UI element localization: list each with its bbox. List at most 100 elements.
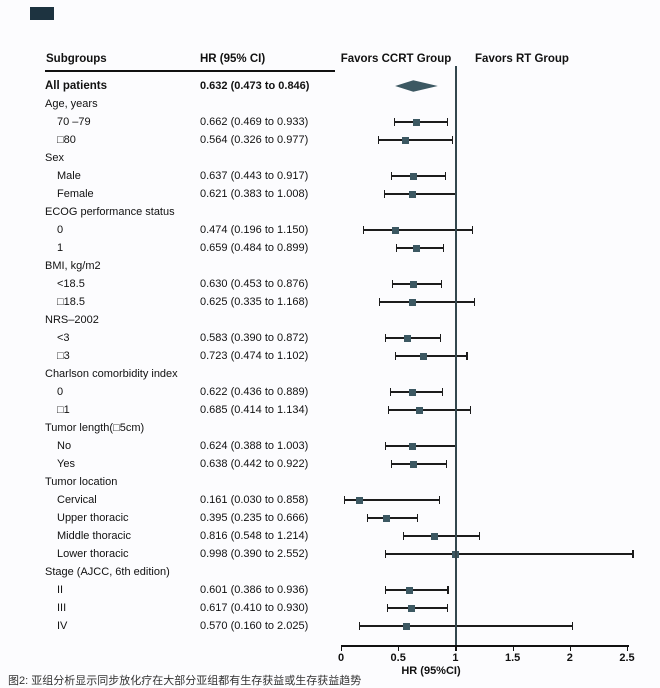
ci-endcap — [394, 118, 396, 126]
ci-endcap — [395, 244, 397, 252]
forest-row: Lower thoracic 0.998 (0.390 to 2.552) — [0, 545, 660, 563]
x-axis-tick — [341, 646, 343, 651]
ci-endcap — [632, 550, 634, 558]
forest-row: □3 0.723 (0.474 to 1.102) — [0, 347, 660, 365]
hr-ci-text: 0.659 (0.484 to 0.899) — [200, 242, 309, 254]
subgroup-label: ECOG performance status — [45, 206, 175, 218]
ci-plot — [341, 455, 660, 473]
forest-row: All patients 0.632 (0.473 to 0.846) — [0, 77, 660, 95]
subgroup-label: Male — [57, 170, 81, 182]
subgroup-label: Charlson comorbidity index — [45, 368, 178, 380]
subgroup-label: Sex — [45, 152, 64, 164]
x-axis-tick-label: 0.5 — [390, 652, 406, 664]
ci-endcap — [390, 388, 392, 396]
ci-endcap — [391, 172, 393, 180]
hr-point-marker — [413, 118, 421, 126]
forest-row: 0 0.474 (0.196 to 1.150) — [0, 221, 660, 239]
favors-rt-label: Favors RT Group — [475, 53, 569, 65]
ci-endcap — [403, 532, 405, 540]
ci-line — [387, 607, 448, 609]
forest-row: IV 0.570 (0.160 to 2.025) — [0, 617, 660, 635]
x-axis-tick — [455, 646, 457, 651]
ci-plot — [341, 131, 660, 149]
subgroup-label: Female — [57, 188, 94, 200]
subgroup-label: Tumor location — [45, 476, 118, 488]
ci-plot — [341, 293, 660, 311]
forest-row: NRS–2002 — [0, 311, 660, 329]
subgroup-label: IV — [57, 620, 68, 632]
ci-endcap — [442, 388, 444, 396]
forest-row: Age, years — [0, 95, 660, 113]
ci-endcap — [445, 172, 447, 180]
ci-line — [392, 283, 442, 285]
ci-plot — [341, 617, 660, 635]
subgroup-label: BMI, kg/m2 — [45, 260, 101, 272]
forest-row: Sex — [0, 149, 660, 167]
forest-row: <18.5 0.630 (0.453 to 0.876) — [0, 275, 660, 293]
forest-row: Yes 0.638 (0.442 to 0.922) — [0, 455, 660, 473]
ci-line — [363, 229, 473, 231]
ci-endcap — [471, 226, 474, 234]
hr-point-marker — [408, 442, 416, 450]
ci-endcap — [572, 622, 574, 630]
subgroup-label: 0 — [57, 224, 64, 236]
x-axis-title: HR (95%CI) — [401, 665, 461, 677]
hr-ci-text: 0.637 (0.443 to 0.917) — [200, 170, 309, 182]
hr-point-marker — [420, 352, 428, 360]
x-axis-tick — [569, 646, 571, 651]
ci-plot — [341, 185, 660, 203]
ci-plot — [341, 113, 660, 131]
subgroup-label: □80 — [57, 134, 76, 146]
forest-rows: All patients 0.632 (0.473 to 0.846) Age, y… — [0, 77, 660, 635]
ci-endcap — [384, 586, 386, 594]
hr-point-marker — [410, 460, 418, 468]
subgroup-label: Lower thoracic — [57, 548, 129, 560]
ci-endcap — [387, 604, 389, 612]
subgroup-label: Yes — [57, 458, 75, 470]
ci-line — [394, 121, 448, 123]
header-underline — [45, 70, 335, 72]
ci-line — [367, 517, 418, 519]
ci-endcap — [377, 136, 379, 144]
ci-endcap — [447, 118, 449, 126]
ci-plot — [341, 77, 660, 95]
ci-plot — [341, 545, 660, 563]
hr-ci-text: 0.583 (0.390 to 0.872) — [200, 332, 309, 344]
subgroup-label: Cervical — [57, 494, 97, 506]
ci-plot — [341, 599, 660, 617]
ci-plot — [341, 491, 660, 509]
subgroup-label: NRS–2002 — [45, 314, 99, 326]
hr-ci-text: 0.617 (0.410 to 0.930) — [200, 602, 309, 614]
hr-point-marker — [409, 280, 417, 288]
x-axis-tick-label: 1 — [452, 652, 459, 664]
subgroup-label: Middle thoracic — [57, 530, 131, 542]
hr-ci-text: 0.621 (0.383 to 1.008) — [200, 188, 309, 200]
forest-row: □80 0.564 (0.326 to 0.977) — [0, 131, 660, 149]
ci-endcap — [367, 514, 369, 522]
ci-line — [384, 193, 457, 195]
ci-plot — [341, 581, 660, 599]
hr-point-marker — [402, 622, 410, 630]
ci-plot — [341, 149, 660, 167]
ci-line — [390, 391, 443, 393]
column-header-hr-ci: HR (95% CI) — [200, 53, 266, 65]
subgroup-label: □3 — [57, 350, 70, 362]
ci-endcap — [416, 514, 418, 522]
ci-line — [379, 301, 475, 303]
ci-plot — [341, 239, 660, 257]
forest-row: 1 0.659 (0.484 to 0.899) — [0, 239, 660, 257]
ci-endcap — [440, 280, 442, 288]
x-axis-tick — [512, 646, 514, 651]
hr-ci-text: 0.816 (0.548 to 1.214) — [200, 530, 309, 542]
ci-endcap — [438, 496, 440, 504]
hr-ci-text: 0.625 (0.335 to 1.168) — [200, 296, 309, 308]
ci-endcap — [378, 298, 380, 306]
ci-line — [385, 445, 456, 447]
hr-point-marker — [382, 514, 390, 522]
hr-ci-text: 0.638 (0.442 to 0.922) — [200, 458, 309, 470]
ci-endcap — [440, 334, 442, 342]
hr-point-marker — [408, 388, 416, 396]
subgroup-label: Stage (AJCC, 6th edition) — [45, 566, 170, 578]
ci-endcap — [387, 406, 389, 414]
ci-line — [378, 139, 453, 141]
